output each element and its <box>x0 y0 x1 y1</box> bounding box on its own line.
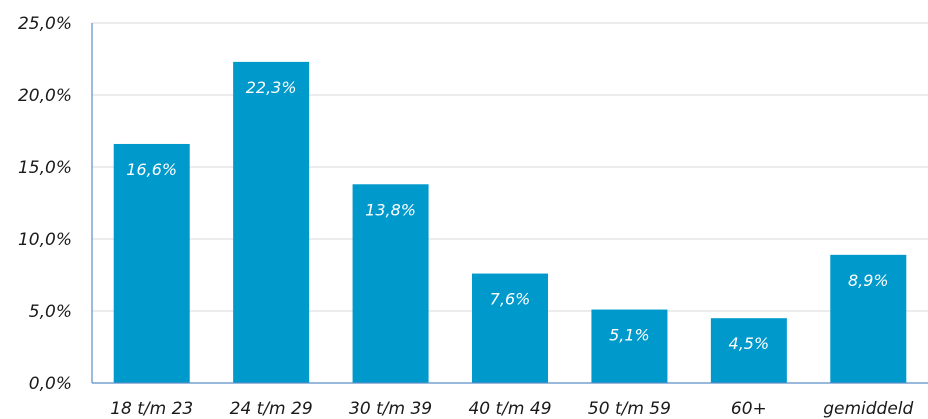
bar <box>233 61 310 383</box>
bar <box>352 184 429 383</box>
x-axis-labels: 18 t/m 23 24 t/m 29 30 t/m 39 40 t/m 49 50 t… <box>110 399 913 419</box>
x-tick-label: 30 t/m 39 <box>349 399 432 419</box>
gridlines <box>92 22 928 312</box>
bars: 16,6% 22,3% 13,8% 7,6% 5,1% 4,5% 8,9% <box>113 61 907 383</box>
x-tick-label: 40 t/m 49 <box>468 399 551 419</box>
data-label: 16,6% <box>126 160 177 179</box>
bar <box>591 309 668 383</box>
y-axis-ticks: 0,0% 5,0% 10,0% 15,0% 20,0% 25,0% <box>18 14 72 394</box>
x-tick-label: 50 t/m 59 <box>588 399 671 419</box>
data-label: 13,8% <box>365 200 416 219</box>
y-tick-label: 15,0% <box>18 158 72 178</box>
x-tick-label: 24 t/m 29 <box>230 399 313 419</box>
y-tick-label: 25,0% <box>18 14 72 34</box>
data-label: 4,5% <box>729 334 770 353</box>
x-tick-label: 60+ <box>731 399 767 419</box>
data-label: 7,6% <box>490 290 531 309</box>
data-label: 5,1% <box>609 326 650 345</box>
bar <box>830 254 907 383</box>
x-tick-label: gemiddeld <box>823 399 913 419</box>
y-tick-label: 20,0% <box>18 86 72 106</box>
data-label: 8,9% <box>848 271 889 290</box>
bar <box>710 318 787 383</box>
y-tick-label: 10,0% <box>18 230 72 250</box>
bar <box>113 143 190 383</box>
data-label: 22,3% <box>246 78 297 97</box>
y-tick-label: 5,0% <box>29 302 72 322</box>
x-tick-label: 18 t/m 23 <box>110 399 193 419</box>
bar <box>472 273 548 383</box>
y-tick-label: 0,0% <box>29 374 72 394</box>
